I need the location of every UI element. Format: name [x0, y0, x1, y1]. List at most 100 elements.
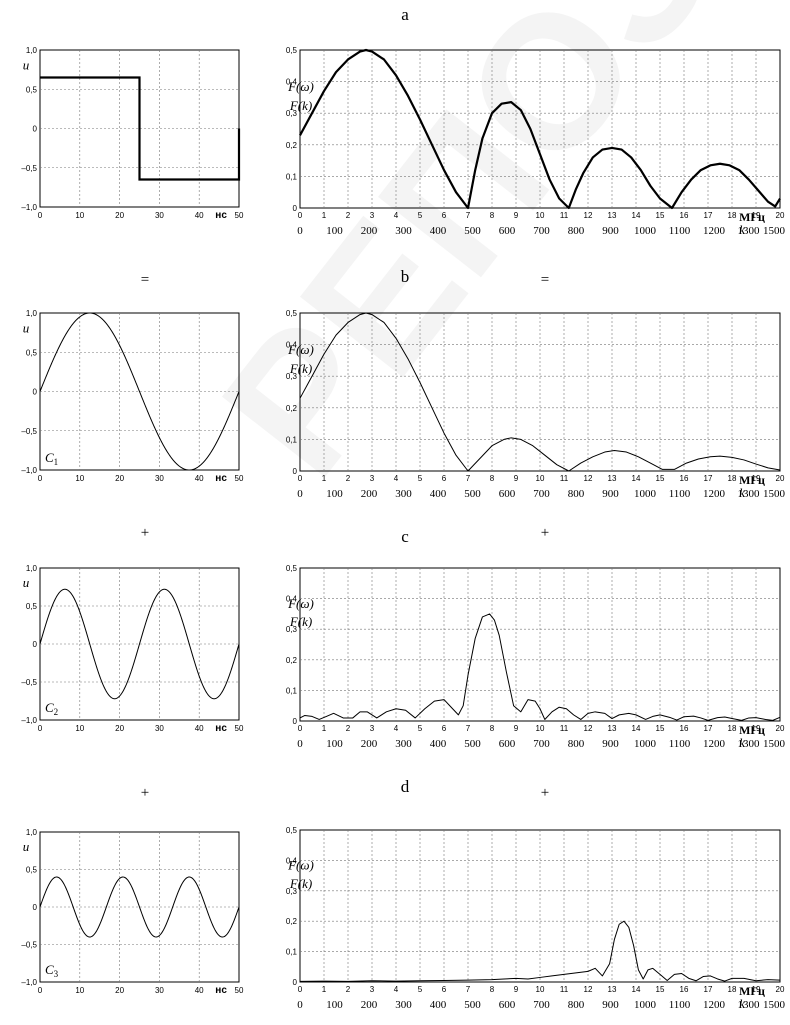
x-tick-label: 4 [394, 474, 399, 483]
x-unit-label: нс [215, 723, 227, 734]
k-tick-label: 600 [499, 999, 516, 1011]
y-axis-label: u [23, 839, 30, 854]
y-tick-label: –1,0 [21, 203, 37, 212]
y-tick-label: 0,5 [286, 826, 298, 835]
panel-label-a: a [401, 5, 409, 24]
k-tick-label: 500 [464, 225, 481, 237]
x-tick-label: 16 [680, 985, 689, 994]
x-tick-label: 6 [442, 724, 447, 733]
k-tick-label: 100 [326, 999, 343, 1011]
y-tick-label: 0 [33, 640, 38, 649]
x-tick-label: 11 [560, 985, 569, 994]
y-tick-label: 0,5 [286, 46, 298, 55]
x-tick-label: 50 [235, 211, 244, 220]
k-tick-label: 200 [361, 999, 378, 1011]
k-tick-label: 600 [499, 488, 516, 500]
x-tick-label: 5 [418, 211, 423, 220]
y-axis-label-k: F(k) [289, 876, 312, 891]
x-tick-label: 18 [728, 985, 737, 994]
k-tick-label: 0 [297, 738, 303, 750]
y-tick-label: 1,0 [26, 564, 38, 573]
y-axis-label-omega: F(ω) [287, 79, 314, 94]
y-tick-label: 0,5 [26, 866, 38, 875]
k-tick-label: 400 [430, 999, 447, 1011]
x-tick-label: 20 [776, 211, 785, 220]
x-tick-label: 11 [560, 474, 569, 483]
x-tick-label: 5 [418, 474, 423, 483]
spectrum-plot-a: 0,50,40,30,20,100 1 2 3 4 5 6 7 8 9 10 11 12 13 14 15 16… [286, 46, 786, 237]
y-tick-label: 0,1 [286, 435, 298, 444]
x-unit-label: нс [215, 210, 227, 221]
x-tick-label: 3 [370, 474, 375, 483]
k-tick-label: 700 [533, 488, 550, 500]
x-tick-label: 2 [346, 724, 351, 733]
operator-plus-left-c: + [141, 525, 149, 541]
x-tick-label: 4 [394, 211, 399, 220]
y-tick-label: 0,2 [286, 141, 298, 150]
k-tick-label: 300 [395, 999, 412, 1011]
x-tick-label: 30 [155, 211, 164, 220]
x-tick-label: 13 [608, 211, 617, 220]
y-tick-label: 0,5 [26, 85, 38, 94]
x-tick-label: 9 [514, 724, 519, 733]
x-tick-label: 10 [536, 211, 545, 220]
x-tick-label: 1 [322, 474, 327, 483]
x-tick-label: 10 [536, 985, 545, 994]
x-tick-label: 18 [728, 724, 737, 733]
k-tick-label: 100 [326, 738, 343, 750]
x-tick-label: 20 [776, 724, 785, 733]
series-line [40, 76, 241, 181]
panel-label-b: b [401, 267, 410, 286]
y-tick-label: 0 [293, 204, 298, 213]
x-tick-label: 10 [536, 724, 545, 733]
spectrum-plot-b: 0,50,40,30,20,100 1 2 3 4 5 6 7 8 9 10 11 12 13 14 15 16… [286, 309, 786, 500]
y-tick-label: 0,2 [286, 404, 298, 413]
x-tick-label: 6 [442, 985, 447, 994]
x-tick-label: 8 [490, 985, 495, 994]
x-tick-label: 14 [632, 474, 641, 483]
k-tick-label: 1200 [703, 999, 726, 1011]
k-tick-label: 0 [297, 999, 303, 1011]
y-axis-label-k: F(k) [289, 98, 312, 113]
y-tick-label: 1,0 [26, 828, 38, 837]
plot-frame [299, 312, 781, 472]
y-tick-label: 0,4 [286, 595, 298, 604]
k-tick-label: 1100 [669, 738, 691, 750]
k-tick-label: 500 [464, 738, 481, 750]
y-axis-label-omega: F(ω) [287, 596, 314, 611]
x-tick-label: 19 [752, 985, 761, 994]
x-tick-label: 20 [115, 724, 124, 733]
y-tick-label: –0,5 [21, 427, 37, 436]
k-tick-label: 1000 [634, 488, 657, 500]
k-tick-label: 1000 [634, 738, 657, 750]
x-tick-label: 9 [514, 211, 519, 220]
x-unit-label: МГц [739, 473, 765, 487]
k-tick-label: 300 [395, 225, 412, 237]
x-unit-label: МГц [739, 723, 765, 737]
k-tick-label: 1200 [703, 488, 726, 500]
x-tick-label: 13 [608, 985, 617, 994]
x-tick-label: 5 [418, 724, 423, 733]
x-unit-label: нс [215, 985, 227, 996]
x-tick-label: 50 [235, 474, 244, 483]
x-tick-label: 0 [38, 986, 43, 995]
k-axis-label: k [739, 996, 745, 1011]
y-tick-label: –0,5 [21, 941, 37, 950]
series-line [39, 312, 240, 471]
operator-equals-right: = [541, 272, 549, 288]
series-label: C2 [45, 700, 58, 717]
y-tick-label: 0 [33, 388, 38, 397]
x-tick-label: 7 [466, 474, 471, 483]
x-tick-label: 6 [442, 474, 447, 483]
k-tick-label: 800 [568, 225, 585, 237]
y-tick-label: –1,0 [21, 978, 37, 987]
k-tick-label: 800 [568, 999, 585, 1011]
k-tick-label: 1500 [763, 999, 786, 1011]
k-tick-label: 500 [464, 488, 481, 500]
y-axis-label-omega: F(ω) [287, 342, 314, 357]
y-axis-label: u [23, 321, 30, 336]
x-tick-label: 15 [656, 474, 665, 483]
